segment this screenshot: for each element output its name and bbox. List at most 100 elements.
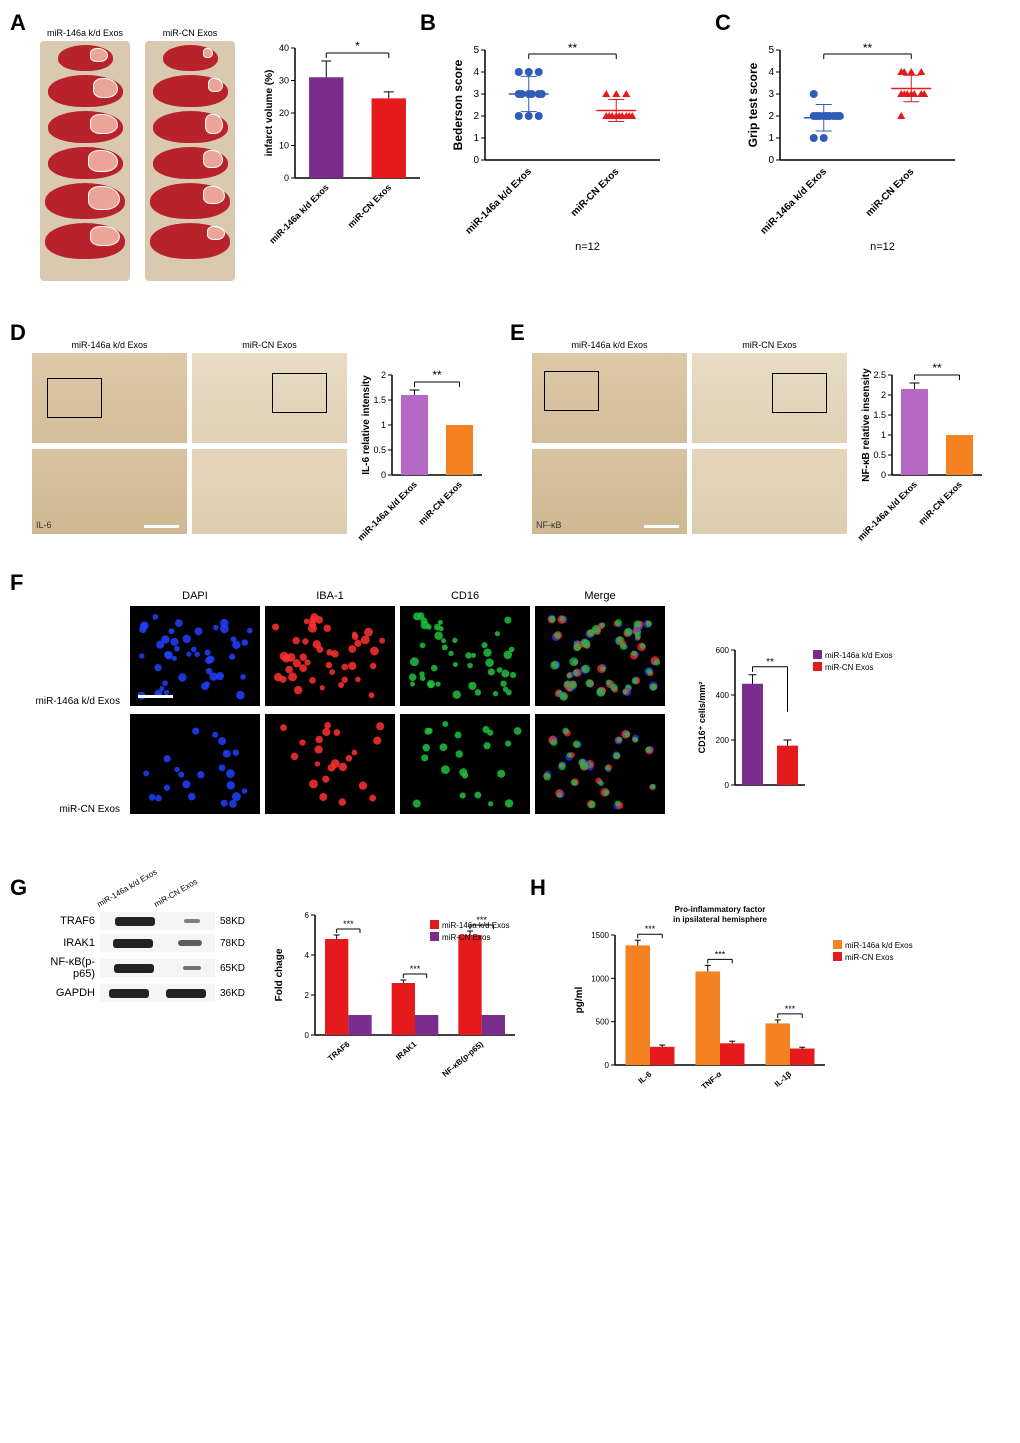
blot-band: [183, 966, 201, 971]
svg-text:**: **: [432, 368, 442, 382]
blot-kd-label: 36KD: [220, 988, 245, 999]
svg-text:infarct volume (%): infarct volume (%): [264, 70, 275, 157]
svg-text:1: 1: [473, 133, 479, 144]
blot-protein-label: TRAF6: [30, 915, 95, 927]
blot-kd-label: 78KD: [220, 938, 245, 949]
ihc-e-kd-bottom: NF-κB: [532, 449, 687, 534]
blot-band: [115, 917, 155, 926]
fluo-image: [400, 606, 530, 706]
svg-text:***: ***: [343, 919, 354, 929]
svg-text:***: ***: [785, 1004, 796, 1014]
svg-text:***: ***: [410, 964, 421, 974]
ihc-d-cn-top: [192, 353, 347, 443]
panel-e-img-label-2: miR-CN Exos: [692, 340, 847, 350]
blot-band: [166, 989, 206, 998]
svg-text:5: 5: [768, 45, 774, 56]
blot-protein-label: IRAK1: [30, 937, 95, 949]
blot-band: [184, 919, 200, 924]
svg-text:6: 6: [305, 911, 310, 920]
svg-text:IL-1β: IL-1β: [773, 1070, 794, 1089]
svg-text:4: 4: [473, 67, 479, 78]
svg-text:**: **: [863, 41, 873, 55]
svg-text:IL-6: IL-6: [637, 1069, 654, 1085]
panel-e-barchart: 00.511.522.5NF-κB relative insensitymiR-…: [857, 355, 987, 550]
panel-g-label: G: [10, 875, 27, 901]
panel-a-label: A: [10, 10, 26, 36]
fluo-col-dapi: DAPI: [130, 590, 260, 602]
svg-text:4: 4: [768, 67, 774, 78]
svg-text:0: 0: [768, 155, 774, 166]
panel-f-label: F: [10, 570, 23, 596]
svg-text:1.5: 1.5: [873, 410, 886, 420]
svg-text:**: **: [932, 361, 942, 375]
panel-c-scatter: 012345Grip test scoremiR-146a k/d Exosmi…: [745, 30, 1010, 235]
svg-text:miR-146a k/d Exos: miR-146a k/d Exos: [845, 941, 913, 950]
svg-text:miR-146a k/d Exos: miR-146a k/d Exos: [825, 651, 893, 660]
panel-e-img-label-1: miR-146a k/d Exos: [532, 340, 687, 350]
svg-text:2.5: 2.5: [873, 370, 886, 380]
svg-text:miR-CN Exos: miR-CN Exos: [417, 479, 464, 526]
fluo-col-iba1: IBA-1: [265, 590, 395, 602]
brain-slices-cn: [145, 41, 235, 281]
panel-c-label: C: [715, 10, 731, 36]
svg-text:20: 20: [279, 108, 289, 118]
svg-text:1: 1: [881, 430, 886, 440]
blot-bands: [100, 912, 215, 930]
svg-text:2: 2: [881, 390, 886, 400]
svg-text:*: *: [355, 39, 360, 53]
fluo-image: [535, 714, 665, 814]
blot-row: NF-κB(p-p65)65KD: [30, 956, 245, 980]
svg-text:miR-146a k/d Exos: miR-146a k/d Exos: [856, 479, 919, 542]
panel-d-label: D: [10, 320, 26, 346]
ihc-d-kd-bottom: IL-6: [32, 449, 187, 534]
svg-text:1: 1: [381, 420, 386, 430]
fluo-image: [130, 606, 260, 706]
svg-text:**: **: [766, 657, 774, 668]
svg-text:in ipsilateral hemisphere: in ipsilateral hemisphere: [673, 915, 767, 924]
svg-text:pg/ml: pg/ml: [574, 986, 585, 1013]
svg-text:2: 2: [305, 991, 310, 1000]
svg-text:miR-146a k/d Exos: miR-146a k/d Exos: [442, 921, 510, 930]
fluo-row-cn: miR-CN Exos: [15, 804, 120, 815]
svg-text:2: 2: [473, 111, 479, 122]
svg-text:miR-CN Exos: miR-CN Exos: [917, 479, 964, 526]
blot-band: [178, 940, 202, 945]
ihc-d-kd-top: [32, 353, 187, 443]
ihc-d-cn-bottom: [192, 449, 347, 534]
svg-text:1.5: 1.5: [373, 395, 386, 405]
blot-lane-label: miR-146a k/d Exos: [96, 873, 150, 909]
svg-text:30: 30: [279, 76, 289, 86]
fluo-image: [535, 606, 665, 706]
svg-text:miR-CN Exos: miR-CN Exos: [346, 182, 393, 229]
blot-band: [109, 989, 149, 998]
panel-e-label: E: [510, 320, 525, 346]
svg-text:500: 500: [596, 1018, 610, 1027]
brain-slices-kd: [40, 41, 130, 281]
blot-bands: [100, 934, 215, 952]
svg-text:200: 200: [716, 736, 730, 745]
svg-text:miR-CN Exos: miR-CN Exos: [845, 953, 893, 962]
svg-text:0: 0: [473, 155, 479, 166]
svg-text:TRAF6: TRAF6: [326, 1039, 352, 1063]
svg-text:***: ***: [645, 924, 656, 934]
fluo-col-cd16: CD16: [400, 590, 530, 602]
svg-text:1500: 1500: [591, 931, 609, 940]
svg-text:***: ***: [715, 949, 726, 959]
panel-a-img-label-2: miR-CN Exos: [140, 28, 240, 38]
svg-text:0: 0: [381, 470, 386, 480]
svg-text:miR-146a k/d Exos: miR-146a k/d Exos: [759, 166, 830, 237]
scale-bar-icon: [138, 695, 173, 698]
blot-band: [114, 964, 154, 973]
blot-band: [113, 939, 153, 948]
panel-a-img-label-1: miR-146a k/d Exos: [35, 28, 135, 38]
svg-text:Pro-inflammatory factor: Pro-inflammatory factor: [675, 905, 766, 914]
fluo-image: [265, 714, 395, 814]
svg-text:2: 2: [381, 370, 386, 380]
svg-text:0: 0: [284, 173, 289, 183]
panel-b-label: B: [420, 10, 436, 36]
panel-c-n: n=12: [755, 241, 1010, 253]
fluo-image: [265, 606, 395, 706]
svg-text:0.5: 0.5: [373, 445, 386, 455]
panel-d-img-label-2: miR-CN Exos: [192, 340, 347, 350]
svg-text:miR-CN Exos: miR-CN Exos: [825, 663, 873, 672]
